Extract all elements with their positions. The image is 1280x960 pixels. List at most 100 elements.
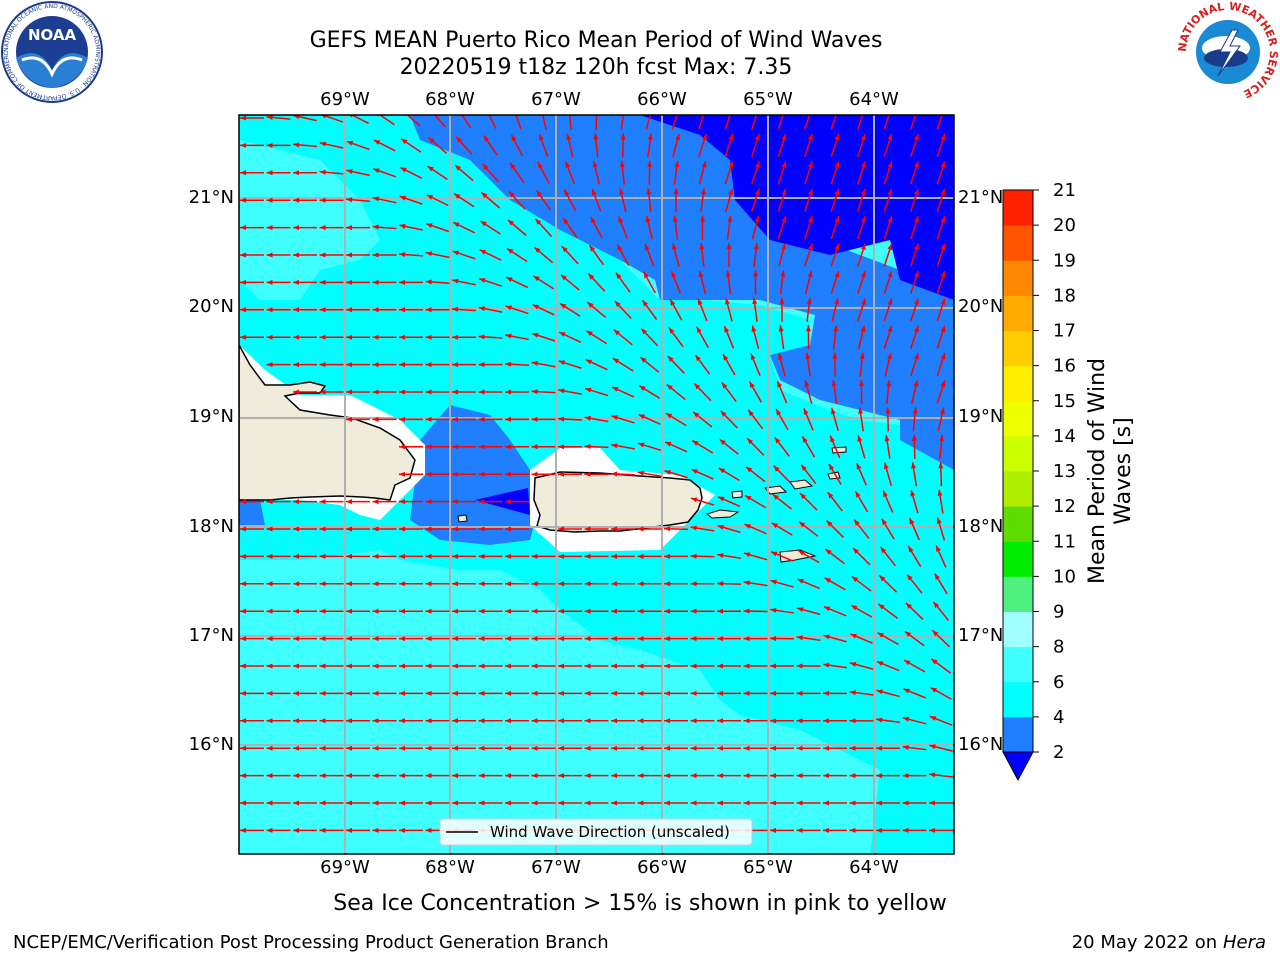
wave-direction-arrowhead <box>664 745 670 751</box>
wave-direction-arrowhead <box>346 690 352 696</box>
wave-direction-arrowhead <box>293 663 299 669</box>
wave-direction-arrowhead <box>531 389 538 395</box>
wave-direction-arrowhead <box>728 133 734 141</box>
wave-direction-arrow <box>857 115 864 130</box>
wave-direction-arrowhead <box>293 307 299 313</box>
wave-direction-arrowhead <box>240 553 246 559</box>
wave-direction-arrowhead <box>770 827 776 833</box>
wave-direction-arrowhead <box>940 161 946 168</box>
footer-host: Hera <box>1222 932 1266 953</box>
colorbar-tick-label: 8 <box>1053 637 1064 658</box>
wave-direction-arrowhead <box>478 608 485 614</box>
wave-direction-arrowhead <box>372 307 379 313</box>
wave-direction-arrowhead <box>611 745 617 751</box>
wave-direction-arrowhead <box>346 526 352 532</box>
wave-direction-arrowhead <box>531 636 538 642</box>
lat-tick-left: 21°N <box>188 187 234 208</box>
wave-direction-arrowhead <box>478 553 485 559</box>
wave-direction-arrowhead <box>770 718 776 724</box>
wave-direction-arrowhead <box>690 773 697 779</box>
wave-direction-arrowhead <box>425 416 432 422</box>
wave-direction-arrowhead <box>536 190 543 197</box>
lon-tick-top: 69°W <box>320 89 370 110</box>
wave-direction-arrowhead <box>719 439 726 446</box>
wave-direction-arrowhead <box>452 608 458 614</box>
wave-direction-arrowhead <box>781 216 787 223</box>
wave-direction-arrowhead <box>240 800 246 806</box>
colorbar-tick-label: 21 <box>1053 180 1076 201</box>
wave-direction-arrowhead <box>770 607 777 613</box>
wave-direction-arrowhead <box>850 634 857 639</box>
wave-direction-arrowhead <box>372 279 379 285</box>
wave-direction-arrowhead <box>860 161 866 168</box>
wave-direction-arrowhead <box>586 330 593 337</box>
wave-direction-arrowhead <box>807 270 813 278</box>
wave-direction-arrowhead <box>425 636 432 642</box>
wave-direction-arrowhead <box>399 526 405 532</box>
wave-direction-arrowhead <box>558 663 564 669</box>
wave-direction-arrowhead <box>505 553 511 559</box>
wave-direction-arrowhead <box>940 216 946 223</box>
wave-direction-arrowhead <box>780 270 786 277</box>
wave-direction-arrowhead <box>902 744 909 750</box>
colorbar-segment <box>1003 330 1033 367</box>
colorbar-tick-label: 6 <box>1053 672 1064 693</box>
wave-direction-arrowhead <box>531 773 538 779</box>
wave-direction-arrowhead <box>638 414 646 420</box>
wave-direction-arrowhead <box>319 362 326 368</box>
wave-direction-arrowhead <box>346 581 352 587</box>
wave-direction-arrowhead <box>637 690 644 696</box>
wave-direction-arrowhead <box>618 216 624 223</box>
land-hispaniola <box>239 344 416 501</box>
wave-direction-arrow <box>350 115 370 125</box>
wave-direction-arrowhead <box>478 636 485 642</box>
wave-direction-arrowhead <box>399 334 405 340</box>
wave-direction-arrowhead <box>798 550 805 556</box>
wave-direction-arrowhead <box>293 279 299 285</box>
wave-direction-arrowhead <box>750 353 756 360</box>
lat-tick-left: 19°N <box>188 406 234 427</box>
wave-direction-arrowhead <box>346 827 352 833</box>
wave-direction-arrowhead <box>940 380 946 388</box>
wave-direction-arrowhead <box>849 718 856 724</box>
wave-direction-arrowhead <box>637 718 644 724</box>
wave-direction-arrowhead <box>561 246 568 253</box>
colorbar-segment <box>1003 365 1033 402</box>
wave-direction-arrowhead <box>849 773 856 779</box>
wave-direction-arrowhead <box>425 499 432 505</box>
wave-direction-arrowhead <box>293 636 299 642</box>
wave-direction-arrowhead <box>796 800 803 806</box>
wave-direction-arrowhead <box>827 492 834 499</box>
wave-direction-arrowhead <box>240 663 246 669</box>
wave-direction-arrowhead <box>505 333 512 339</box>
wave-direction-arrowhead <box>505 745 511 751</box>
wave-direction-arrowhead <box>346 608 352 614</box>
wave-direction-arrowhead <box>452 553 458 559</box>
wave-direction-arrowhead <box>240 855 246 860</box>
wave-direction-arrowhead <box>425 334 432 340</box>
wave-direction-arrowhead <box>240 499 246 505</box>
wave-direction-arrowhead <box>748 409 754 417</box>
wave-direction-arrowhead <box>796 718 803 724</box>
wave-direction-arrowhead <box>902 773 909 779</box>
wave-direction-arrowhead <box>807 133 813 141</box>
wave-direction-arrowhead <box>717 690 723 696</box>
wave-direction-arrowhead <box>452 636 458 642</box>
wave-direction-arrowhead <box>478 444 485 450</box>
island-virgin <box>731 490 743 499</box>
wave-direction-arrowhead <box>912 407 918 414</box>
wave-direction-arrowhead <box>611 471 618 477</box>
wave-direction-arrowhead <box>664 526 671 532</box>
wave-direction-arrowhead <box>505 636 511 642</box>
wave-direction-arrowhead <box>664 718 670 724</box>
wave-direction-arrowhead <box>399 471 405 477</box>
wave-direction-arrowhead <box>452 581 458 587</box>
wave-direction-arrowhead <box>646 188 652 195</box>
lon-tick-top: 68°W <box>425 89 475 110</box>
colorbar-segment <box>1003 541 1033 577</box>
wave-direction-arrowhead <box>319 663 326 669</box>
wave-direction-arrowhead <box>612 358 620 364</box>
wave-direction-arrowhead <box>856 463 862 470</box>
wave-direction-arrowhead <box>590 217 596 224</box>
wave-direction-arrowhead <box>902 800 909 806</box>
